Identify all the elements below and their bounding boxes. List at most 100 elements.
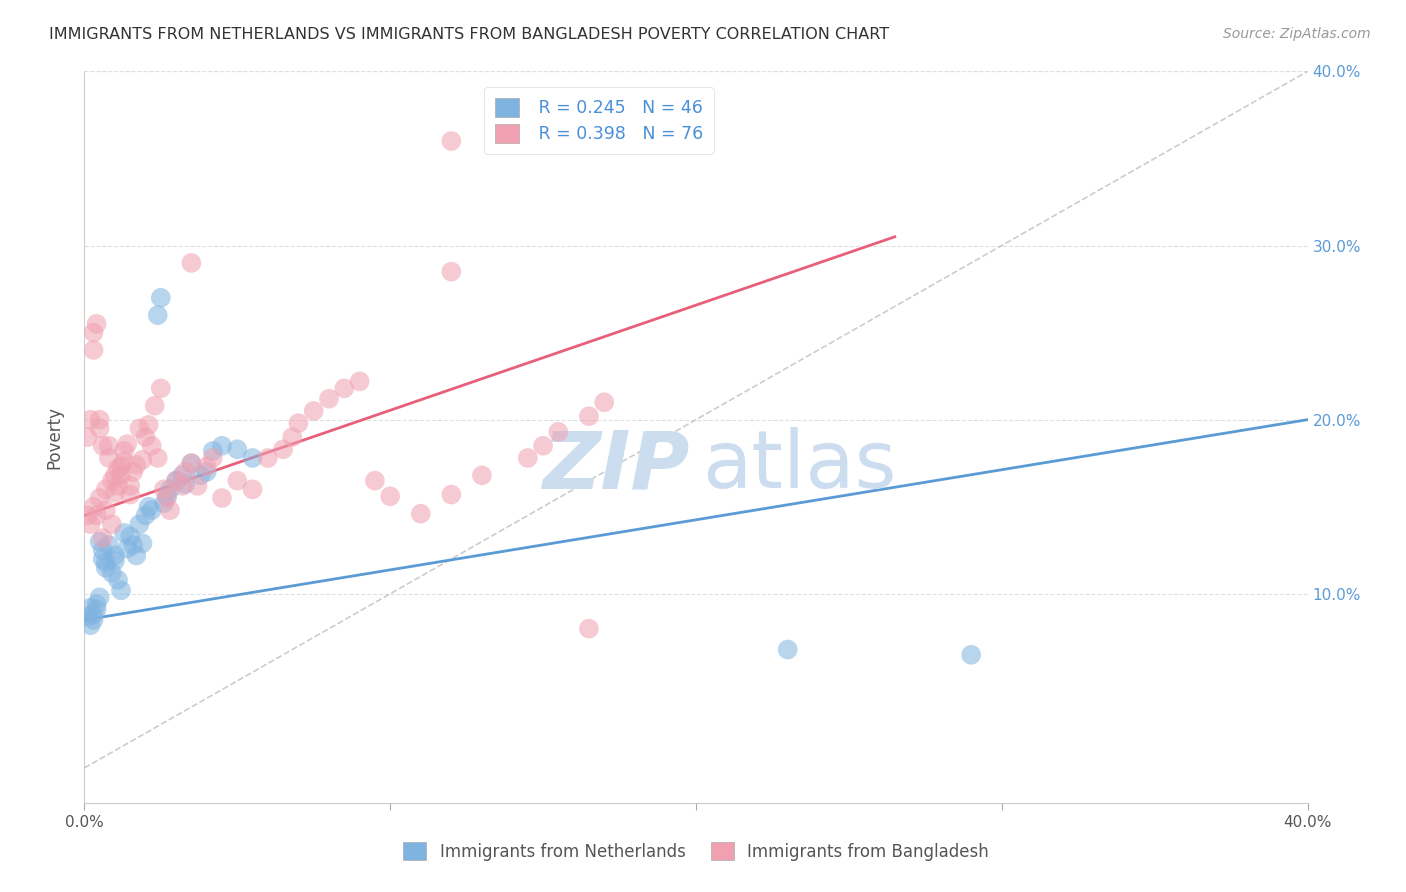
Point [104,549,127,563]
Point [83,326,105,340]
Point [89,421,111,435]
Point [211,439,233,453]
Point [156,491,179,505]
Point [112,525,135,540]
Point [302,404,325,418]
Point [333,381,356,395]
Point [318,392,340,406]
Point [271,442,294,457]
Point [153,496,176,510]
Point [110,468,132,483]
Point [131,536,153,550]
Point [146,308,169,322]
Point [79,600,101,615]
Point [471,468,494,483]
Point [131,452,153,467]
Point [172,479,194,493]
Point [89,591,111,605]
Point [578,409,600,424]
Text: Source: ZipAtlas.com: Source: ZipAtlas.com [1223,27,1371,41]
Point [94,483,117,497]
Point [86,597,108,611]
Point [143,399,166,413]
Point [149,381,172,395]
Point [146,450,169,465]
Point [186,479,208,493]
Legend: Immigrants from Netherlands, Immigrants from Bangladesh: Immigrants from Netherlands, Immigrants … [396,836,995,868]
Point [174,477,197,491]
Point [409,507,432,521]
Point [91,552,114,566]
Point [91,439,114,453]
Point [226,442,249,457]
Point [125,458,148,472]
Text: atlas: atlas [702,427,897,506]
Point [86,317,108,331]
Point [91,543,114,558]
Point [138,417,160,432]
Point [153,483,176,497]
Point [94,503,117,517]
Point [440,265,463,279]
Point [86,508,108,523]
Point [156,489,179,503]
Text: ZIP: ZIP [543,427,690,506]
Point [97,538,120,552]
Point [165,474,187,488]
Point [112,454,135,468]
Point [159,503,181,517]
Point [107,479,129,493]
Point [122,538,145,552]
Point [91,531,114,545]
Point [149,291,172,305]
Point [159,483,181,497]
Point [287,416,309,430]
Point [120,479,142,493]
Point [135,508,157,523]
Point [201,444,224,458]
Point [960,648,983,662]
Point [83,613,105,627]
Point [195,465,218,479]
Point [578,622,600,636]
Point [110,459,132,474]
Point [547,425,569,439]
Point [593,395,616,409]
Point [97,450,120,465]
Point [83,500,105,514]
Point [89,491,111,505]
Point [242,483,264,497]
Point [107,573,129,587]
Point [89,534,111,549]
Point [211,491,233,505]
Point [516,450,538,465]
Y-axis label: Poverty: Poverty [45,406,63,468]
Point [201,450,224,465]
Point [79,517,101,532]
Point [174,465,197,479]
Point [76,430,98,444]
Point [165,474,187,488]
Point [125,549,148,563]
Point [83,607,105,622]
Point [180,456,202,470]
Point [104,485,127,500]
Point [115,437,138,451]
Point [115,541,138,556]
Point [79,618,101,632]
Point [83,343,105,357]
Point [776,642,799,657]
Point [104,468,127,483]
Point [242,450,264,465]
Point [257,450,280,465]
Point [364,474,387,488]
Point [135,430,157,444]
Point [172,468,194,483]
Point [97,439,120,453]
Point [128,517,150,532]
Point [138,500,160,514]
Point [107,461,129,475]
Point [120,487,142,501]
Point [104,554,127,568]
Point [120,529,142,543]
